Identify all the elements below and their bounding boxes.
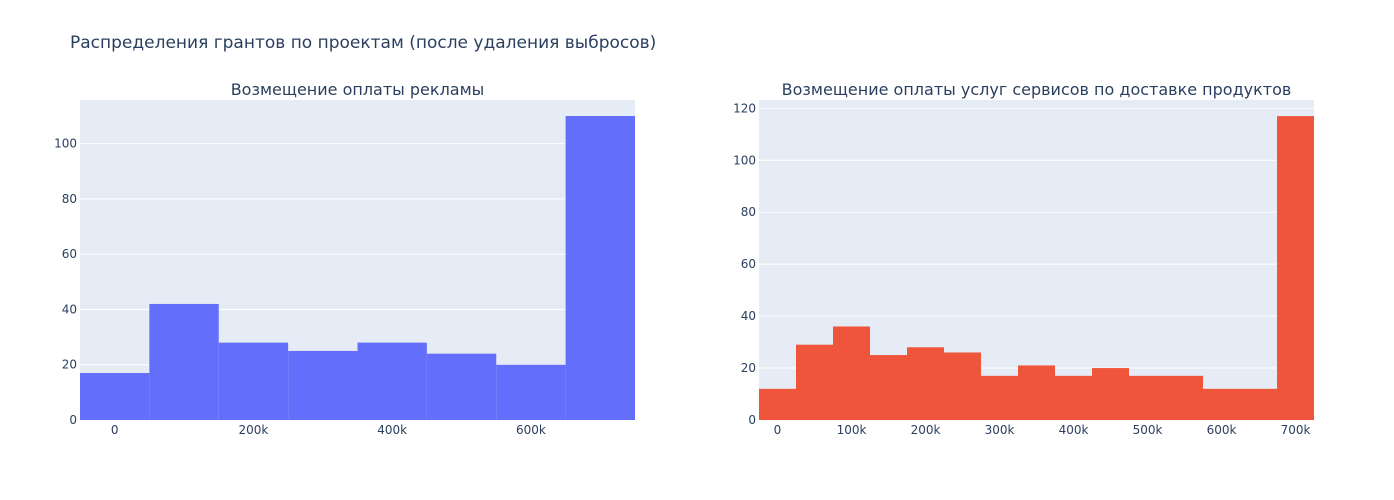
y-tick-label: 0 (748, 413, 756, 427)
y-tick-label: 80 (741, 205, 756, 219)
x-tick-label: 400k (377, 423, 407, 437)
histogram-bar[interactable] (496, 364, 566, 420)
histogram-bar[interactable] (218, 342, 289, 420)
y-tick-label: 100 (733, 153, 756, 167)
y-tick-label: 60 (62, 247, 77, 261)
histogram-bar[interactable] (426, 353, 497, 420)
y-tick-label: 0 (69, 413, 77, 427)
histogram-bar[interactable] (1092, 368, 1129, 420)
x-tick-label: 400k (1059, 423, 1089, 437)
subplot-2: 0 20 40 60 80 100 120 0 100k 200k 300k 400k 500k 600k… (733, 80, 1314, 437)
histogram-bar[interactable] (149, 303, 219, 420)
histogram-bar[interactable] (759, 388, 796, 420)
y-tick-label: 20 (741, 361, 756, 375)
histogram-bar[interactable] (565, 116, 635, 420)
x-tick-label: 500k (1133, 423, 1163, 437)
y-tick-label: 60 (741, 257, 756, 271)
histogram-bar[interactable] (1129, 375, 1166, 420)
y-tick-label: 120 (733, 101, 756, 115)
subplot-title: Возмещение оплаты рекламы (231, 80, 485, 99)
histogram-bar[interactable] (870, 355, 907, 420)
histogram-bar[interactable] (796, 344, 833, 420)
histogram-bar[interactable] (1203, 388, 1240, 420)
y-tick-label: 20 (62, 358, 77, 372)
y-tick-label: 40 (62, 302, 77, 316)
subplot-title: Возмещение оплаты услуг сервисов по дост… (782, 80, 1292, 99)
figure-title: Распределения грантов по проектам (после… (70, 33, 657, 53)
x-tick-label: 0 (774, 423, 782, 437)
x-tick-label: 700k (1281, 423, 1311, 437)
histogram-bar[interactable] (907, 347, 944, 420)
histogram-bar[interactable] (357, 342, 427, 420)
histogram-bar[interactable] (1055, 375, 1092, 420)
x-tick-label: 0 (111, 423, 119, 437)
histogram-bar[interactable] (288, 350, 358, 420)
y-tick-label: 80 (62, 192, 77, 206)
histogram-bar[interactable] (1277, 116, 1314, 421)
subplot-1: 0 20 40 60 80 100 0 200k 400k 600k Возмещение опла… (54, 80, 635, 437)
x-tick-label: 200k (239, 423, 269, 437)
x-tick-label: 600k (516, 423, 546, 437)
histogram-bar[interactable] (1018, 365, 1055, 420)
x-tick-label: 600k (1207, 423, 1237, 437)
histogram-bar[interactable] (1166, 375, 1203, 420)
histogram-bar[interactable] (833, 326, 870, 420)
y-tick-label: 40 (741, 309, 756, 323)
histogram-bar[interactable] (981, 375, 1018, 420)
histogram-bar[interactable] (1240, 388, 1277, 420)
y-tick-label: 100 (54, 137, 77, 151)
x-tick-label: 200k (911, 423, 941, 437)
histogram-bar[interactable] (944, 352, 981, 420)
histogram-bar[interactable] (80, 373, 150, 420)
x-tick-label: 300k (985, 423, 1015, 437)
x-tick-label: 100k (837, 423, 867, 437)
